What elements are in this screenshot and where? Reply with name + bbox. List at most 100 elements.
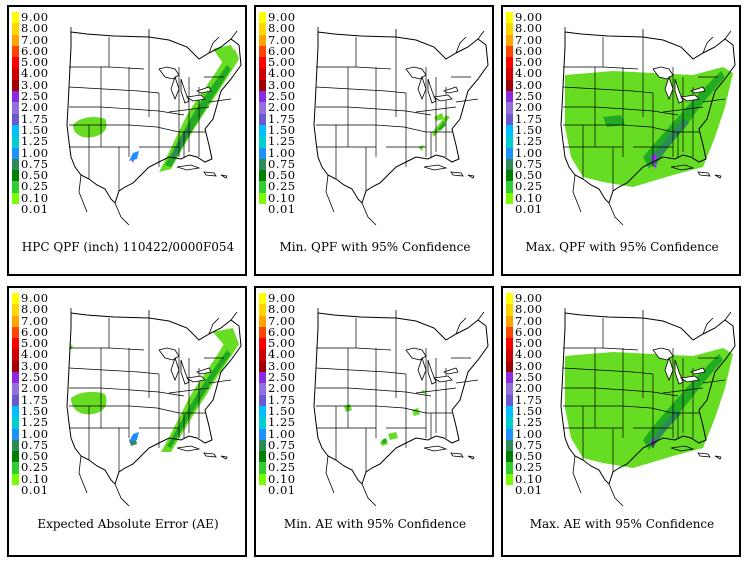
- legend-entry: 5.00: [506, 336, 556, 351]
- state-border: [702, 379, 726, 384]
- state-border: [69, 347, 145, 351]
- legend-label: 7.00: [515, 313, 543, 328]
- state-border: [316, 387, 432, 397]
- legend-entry: 6.00: [506, 45, 556, 58]
- legend-label: 0.75: [515, 437, 543, 452]
- legend-swatch: [506, 473, 513, 486]
- legend-label: 2.50: [268, 370, 296, 385]
- legend-swatch: [506, 338, 513, 350]
- legend-swatch: [506, 428, 513, 440]
- legend-entry: 7.00: [12, 34, 62, 46]
- state-border: [316, 124, 452, 133]
- legend-entry: 1.00: [506, 147, 556, 159]
- legend-swatch: [506, 34, 513, 46]
- legend-label: 0.75: [515, 156, 543, 171]
- state-border: [415, 106, 457, 113]
- legend-label: 0.75: [21, 437, 49, 452]
- legend-entry: 9.00: [506, 292, 556, 305]
- legend-label: 8.00: [21, 302, 49, 317]
- legend-swatch: [12, 124, 19, 137]
- legend-label: 0.75: [21, 156, 49, 171]
- legend-entry: 0.25: [506, 461, 556, 474]
- mexico-border: [78, 174, 130, 226]
- us-outline: [66, 31, 242, 204]
- legend-entry: 1.75: [506, 111, 556, 126]
- legend-label: 9.00: [21, 291, 49, 305]
- state-border: [455, 379, 479, 384]
- legend-swatch: [259, 79, 266, 92]
- legend-label: 5.00: [515, 55, 543, 70]
- legend-entry: 6.00: [506, 326, 556, 339]
- state-border: [69, 405, 205, 414]
- legend-swatch: [12, 170, 19, 182]
- legend-entry: 8.00: [506, 303, 556, 316]
- precip-map: [66, 308, 242, 507]
- legend-label: 0.75: [268, 437, 296, 452]
- legend-label: 1.75: [515, 111, 543, 126]
- legend-swatch: [12, 57, 19, 69]
- legend-label: 9.00: [268, 10, 296, 24]
- great-lakes: [158, 66, 212, 104]
- legend-label: 1.75: [21, 111, 49, 126]
- legend-entry: 0.10: [259, 473, 309, 486]
- legend-entry: 1.75: [12, 394, 62, 406]
- legend-entry: 5.00: [259, 337, 309, 350]
- legend-swatch: [259, 372, 266, 384]
- legend-entry: 1.00: [12, 428, 62, 440]
- us-outline: [313, 312, 489, 485]
- legend-label: 1.00: [268, 426, 296, 441]
- legend-swatch: [259, 428, 266, 440]
- legend-entry: 9.00: [259, 10, 309, 24]
- legend-label: 2.50: [515, 370, 543, 385]
- legend-swatch: [506, 102, 513, 114]
- legend-swatch: [12, 12, 19, 24]
- legend-swatch: [259, 91, 266, 103]
- legend-label: 3.00: [21, 77, 49, 92]
- legend-entry: 1.00: [506, 428, 556, 440]
- color-legend: 9.00 8.00 7.00 6.00 5.00 4.00 3.00 2.50 2.00 1.75…: [259, 292, 309, 498]
- legend-swatch: [506, 304, 513, 316]
- mexico-border: [78, 455, 130, 507]
- legend-entry: 1.75: [259, 394, 309, 406]
- legend-label: 0.25: [268, 179, 296, 194]
- legend-swatch: [12, 439, 19, 452]
- legend-label: 0.01: [268, 483, 296, 498]
- precip-area-mid: [382, 438, 387, 444]
- legend-swatch: [12, 158, 19, 171]
- legend-swatch: [12, 23, 19, 35]
- precip-area-mid: [438, 121, 446, 131]
- legend-swatch: [506, 204, 513, 216]
- legend-swatch: [259, 124, 266, 137]
- canada-border: [317, 27, 485, 54]
- legend-entry: 1.25: [259, 416, 309, 429]
- legend-label: 0.50: [21, 449, 49, 464]
- legend-swatch: [12, 383, 19, 395]
- legend-entry: 0.01: [506, 203, 556, 216]
- legend-entry: 1.00: [259, 147, 309, 159]
- legend-swatch: [506, 91, 513, 103]
- legend-swatch: [259, 147, 266, 159]
- legend-label: 4.00: [21, 66, 49, 81]
- legend-label: 2.00: [268, 381, 296, 396]
- state-border: [315, 86, 407, 94]
- legend-swatch: [506, 485, 513, 497]
- state-border: [68, 367, 160, 375]
- precip-area-blue: [129, 432, 139, 442]
- legend-entry: 1.25: [12, 416, 62, 429]
- legend-label: 4.00: [21, 347, 49, 362]
- panel-caption: HPC QPF (inch) 110422/0000F054: [21, 240, 235, 254]
- legend-swatch: [259, 417, 266, 429]
- legend-swatch: [259, 204, 266, 216]
- legend-entry: 3.00: [506, 79, 556, 92]
- legend-label: 6.00: [21, 43, 49, 58]
- legend-swatch: [506, 326, 513, 339]
- legend-label: 0.10: [515, 190, 543, 205]
- legend-label: 2.50: [515, 89, 543, 104]
- legend-label: 5.00: [21, 336, 49, 351]
- legend-swatch: [259, 23, 266, 35]
- legend-label: 5.00: [515, 336, 543, 351]
- panel-caption: Min. AE with 95% Confidence: [283, 517, 467, 531]
- state-border: [315, 367, 407, 375]
- state-border: [563, 405, 699, 414]
- precip-area-light: [434, 113, 444, 121]
